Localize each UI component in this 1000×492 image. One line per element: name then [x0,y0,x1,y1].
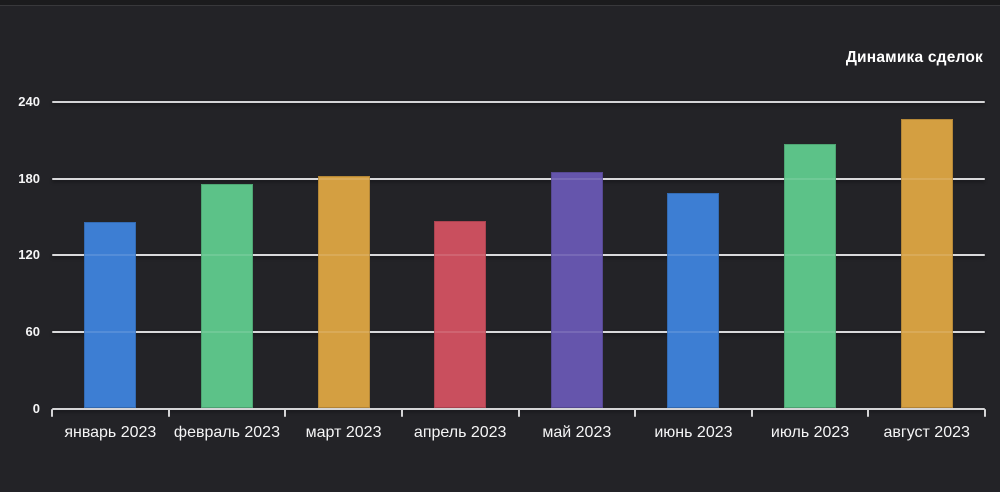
window-top-edge [0,0,1000,6]
bar-август[interactable] [900,118,953,409]
x-axis-tick-2 [284,408,287,417]
x-axis-label-январь: январь 2023 [64,424,157,441]
x-axis-tick-4 [517,408,520,417]
bar-январь[interactable] [84,222,137,409]
x-axis-label-июль: июль 2023 [770,424,850,441]
x-axis-label-май: май 2023 [542,424,612,441]
x-axis-tick-1 [167,408,170,417]
x-axis-tick-0 [51,408,53,417]
bar-март[interactable] [317,176,370,409]
chart-title: Динамика сделок [845,49,983,66]
gridline-120 [52,254,985,257]
x-axis-label-апрель: апрель 2023 [413,424,507,441]
y-axis-label-240: 240 [18,94,40,110]
x-axis-label-февраль: февраль 2023 [173,424,280,441]
x-axis-tick-7 [867,408,870,417]
gridline-60 [52,330,985,333]
y-axis-label-120: 120 [18,247,40,263]
bar-июнь[interactable] [667,192,720,409]
bar-май[interactable] [550,172,603,409]
gridline-240 [52,101,985,103]
x-axis-label-март: март 2023 [305,424,382,441]
y-axis-label-60: 60 [25,324,40,340]
x-axis-tick-3 [400,408,403,417]
x-axis-tick-5 [634,408,637,417]
x-axis-tick-8 [984,408,986,417]
x-axis-label-июнь: июнь 2023 [654,424,733,441]
x-axis-tick-6 [750,408,753,417]
y-axis-label-180: 180 [18,170,40,186]
x-axis-label-август: август 2023 [883,424,970,441]
bar-июль[interactable] [784,144,837,409]
gridline-180 [52,177,985,180]
bar-апрель[interactable] [434,220,487,409]
bar-февраль[interactable] [200,183,253,409]
y-axis-label-0: 0 [32,400,40,416]
